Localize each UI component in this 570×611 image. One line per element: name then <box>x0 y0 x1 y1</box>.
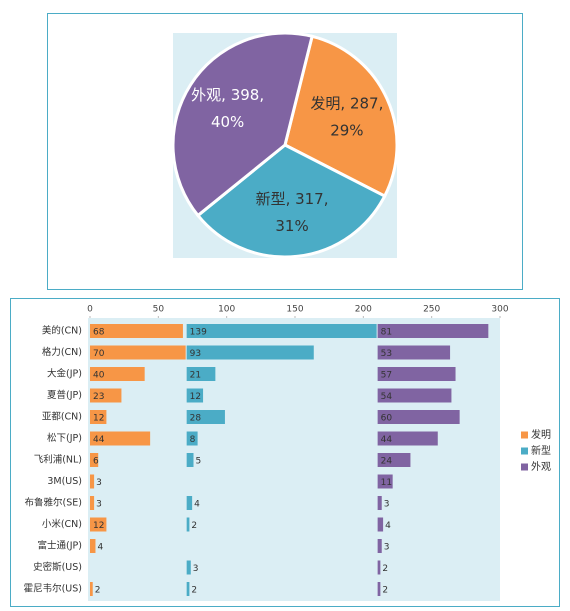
y-tick-label: 霍尼韦尔(US) <box>24 583 82 595</box>
data-label: 5 <box>196 457 202 467</box>
y-tick-label: 松下(JP) <box>47 432 82 444</box>
data-label: 4 <box>194 500 200 510</box>
data-label: 81 <box>381 328 392 338</box>
data-label: 外观, 398, <box>191 86 264 104</box>
data-label: 2 <box>191 521 197 531</box>
data-label: 54 <box>381 392 393 402</box>
data-label: 11 <box>381 478 392 488</box>
data-label: 3 <box>384 500 390 510</box>
data-label: 23 <box>93 392 104 402</box>
x-tick-label: 150 <box>286 305 303 315</box>
data-label: 139 <box>190 328 207 338</box>
bar <box>187 453 194 467</box>
data-label: 4 <box>385 521 391 531</box>
data-label: 3 <box>384 543 390 553</box>
legend-swatch <box>521 464 528 471</box>
data-label: 28 <box>190 414 202 424</box>
data-label: 40 <box>93 371 105 381</box>
bar <box>378 561 381 575</box>
y-tick-label: 亚都(CN) <box>42 412 82 423</box>
bar <box>187 518 190 532</box>
bar <box>90 475 94 489</box>
page: 发明, 287, 29% 新型, 317, 31% 外观, 398, 40% 0 50 100 1… <box>0 0 570 611</box>
bar <box>90 582 93 596</box>
bar <box>378 539 382 553</box>
bar <box>378 324 489 338</box>
data-label: 2 <box>191 586 197 596</box>
legend-label: 发明 <box>531 428 551 441</box>
bar <box>187 346 314 360</box>
x-tick-label: 100 <box>218 305 235 315</box>
y-tick-label: 富士通(JP) <box>38 540 82 552</box>
data-label: 31% <box>275 217 308 235</box>
data-label: 3 <box>96 500 102 510</box>
data-label: 24 <box>381 457 393 467</box>
x-tick-label: 250 <box>423 305 440 315</box>
data-label: 新型, 317, <box>256 190 329 208</box>
x-tick-label: 50 <box>153 305 165 315</box>
y-tick-label: 大金(JP) <box>47 368 82 380</box>
data-label: 60 <box>381 414 393 424</box>
data-label: 93 <box>190 349 201 359</box>
data-label: 2 <box>382 586 388 596</box>
y-tick-label: 美的(CN) <box>42 325 82 337</box>
y-tick-label: 格力(CN) <box>42 346 82 358</box>
data-label: 2 <box>95 586 101 596</box>
x-tick-label: 300 <box>491 305 508 315</box>
y-tick-label: 布鲁雅尔(SE) <box>25 497 82 509</box>
bar <box>187 582 190 596</box>
data-label: 29% <box>330 121 363 139</box>
data-label: 40% <box>211 113 244 131</box>
y-tick-label: 3M(US) <box>47 476 82 487</box>
data-label: 21 <box>190 371 201 381</box>
x-tick-label: 0 <box>87 305 93 315</box>
bar <box>90 539 95 553</box>
data-label: 8 <box>190 435 196 445</box>
x-tick-label: 200 <box>355 305 372 315</box>
data-label: 3 <box>96 478 102 488</box>
bar <box>187 561 191 575</box>
legend-swatch <box>521 448 528 455</box>
data-label: 2 <box>382 564 388 574</box>
y-tick-label: 夏普(JP) <box>47 389 82 401</box>
data-label: 4 <box>97 543 103 553</box>
data-label: 44 <box>93 435 105 445</box>
bar <box>90 496 94 510</box>
data-label: 12 <box>93 521 104 531</box>
data-label: 12 <box>190 392 201 402</box>
bar <box>378 496 382 510</box>
legend-label: 新型 <box>531 444 551 457</box>
legend-swatch <box>521 432 528 439</box>
bar <box>378 582 381 596</box>
y-tick-label: 小米(CN) <box>42 518 82 530</box>
data-label: 70 <box>93 349 105 359</box>
bar <box>187 324 377 338</box>
data-label: 3 <box>193 564 199 574</box>
bar <box>378 518 383 532</box>
data-label: 发明, 287, <box>310 94 383 112</box>
data-label: 57 <box>381 371 392 381</box>
legend-label: 外观 <box>531 461 551 473</box>
data-label: 53 <box>381 349 392 359</box>
data-label: 6 <box>93 457 99 467</box>
bar <box>187 496 192 510</box>
data-label: 12 <box>93 414 104 424</box>
bar-plot-area <box>88 318 500 601</box>
data-label: 68 <box>93 328 105 338</box>
data-label: 44 <box>381 435 393 445</box>
y-tick-label: 飞利浦(NL) <box>34 454 82 466</box>
y-tick-label: 史密斯(US) <box>33 561 82 573</box>
